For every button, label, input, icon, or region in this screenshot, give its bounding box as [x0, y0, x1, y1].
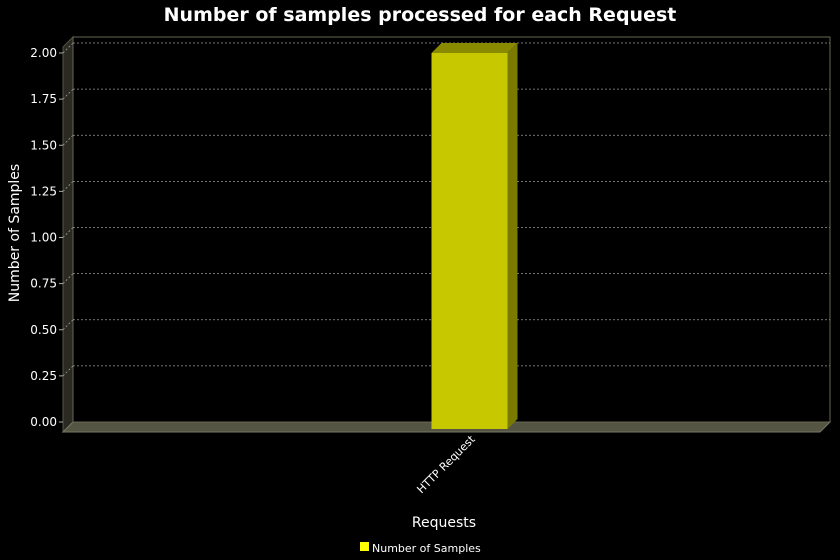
x-tick-label: HTTP Request — [414, 432, 478, 496]
y-tick-label: 0.25 — [30, 369, 57, 383]
bar-top — [431, 43, 518, 53]
y-tick-label: 1.50 — [30, 138, 57, 152]
x-axis: HTTP Request — [414, 432, 478, 496]
y-axis: 0.00 0.25 0.50 0.75 1.00 1.25 1.50 1.75 2.00 — [30, 46, 63, 429]
y-tick-label: 0.50 — [30, 323, 57, 337]
y-tick-label: 1.25 — [30, 184, 57, 198]
y-tick-label: 2.00 — [30, 46, 57, 60]
bars — [431, 43, 518, 429]
plot-wall — [61, 35, 832, 434]
y-tick-label: 1.75 — [30, 92, 57, 106]
y-tick-label: 0.00 — [30, 415, 57, 429]
legend: Number of Samples — [360, 542, 481, 555]
chart-title: Number of samples processed for each Req… — [164, 4, 677, 26]
legend-label: Number of Samples — [372, 542, 481, 555]
y-tick-label: 1.00 — [30, 231, 57, 245]
x-axis-label: Requests — [412, 515, 476, 531]
bar-side — [507, 43, 518, 429]
y-tick-label: 0.75 — [30, 277, 57, 291]
bar — [431, 53, 508, 429]
y-axis-label: Number of Samples — [7, 164, 23, 302]
plot-wall-left — [62, 35, 74, 434]
legend-swatch — [360, 542, 369, 551]
